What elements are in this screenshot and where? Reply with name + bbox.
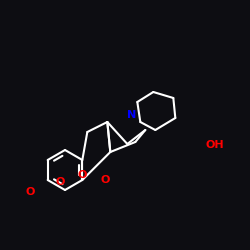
Text: O: O — [55, 177, 65, 187]
Text: O: O — [100, 175, 110, 185]
Text: OH: OH — [205, 140, 224, 150]
Text: O: O — [25, 187, 35, 197]
Text: O: O — [77, 170, 87, 180]
Text: N: N — [127, 110, 136, 120]
